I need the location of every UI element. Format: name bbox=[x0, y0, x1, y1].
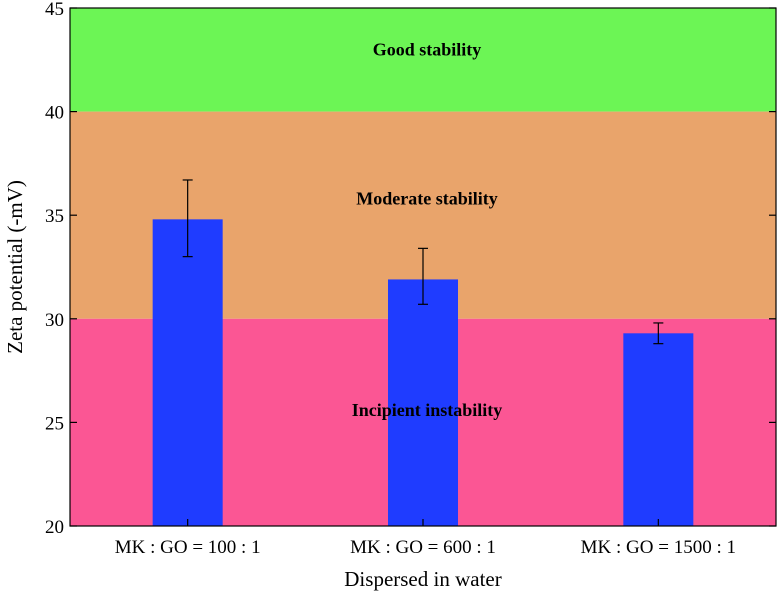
error-bar-1 bbox=[182, 179, 193, 258]
x-tick-label-2: MK : GO = 600 : 1 bbox=[350, 537, 496, 558]
bar-3 bbox=[623, 333, 694, 526]
bars bbox=[152, 219, 694, 526]
y-tick-label-35: 35 bbox=[45, 206, 64, 227]
error-bars bbox=[182, 179, 664, 345]
y-tick-label-40: 40 bbox=[45, 103, 64, 124]
bar-2 bbox=[388, 279, 458, 526]
x-tick-label-3: MK : GO = 1500 : 1 bbox=[581, 537, 736, 558]
y-tick-label-45: 45 bbox=[45, 0, 64, 20]
y-tick-label-20: 20 bbox=[45, 517, 64, 538]
y-axis-title: Zeta potential (-mV) bbox=[3, 180, 27, 354]
zone-band-1 bbox=[70, 8, 776, 112]
zone-label-1: Good stability bbox=[373, 39, 482, 59]
bar-1 bbox=[152, 219, 223, 526]
zone-labels: Good stability Moderate stability Incipien… bbox=[352, 39, 503, 420]
zone-label-3: Incipient instability bbox=[352, 400, 503, 420]
error-bar-2 bbox=[418, 247, 428, 305]
x-axis-title: Dispersed in water bbox=[344, 567, 501, 591]
x-axis-ticks: MK : GO = 100 : 1 MK : GO = 600 : 1 MK : G… bbox=[115, 519, 736, 558]
error-bar-3 bbox=[653, 322, 664, 345]
y-tick-label-25: 25 bbox=[45, 413, 64, 434]
zone-label-2: Moderate stability bbox=[356, 189, 497, 209]
x-tick-label-1: MK : GO = 100 : 1 bbox=[115, 537, 261, 558]
y-tick-label-30: 30 bbox=[45, 310, 64, 331]
y-axis-ticks: 20 25 30 35 40 45 bbox=[45, 0, 776, 538]
